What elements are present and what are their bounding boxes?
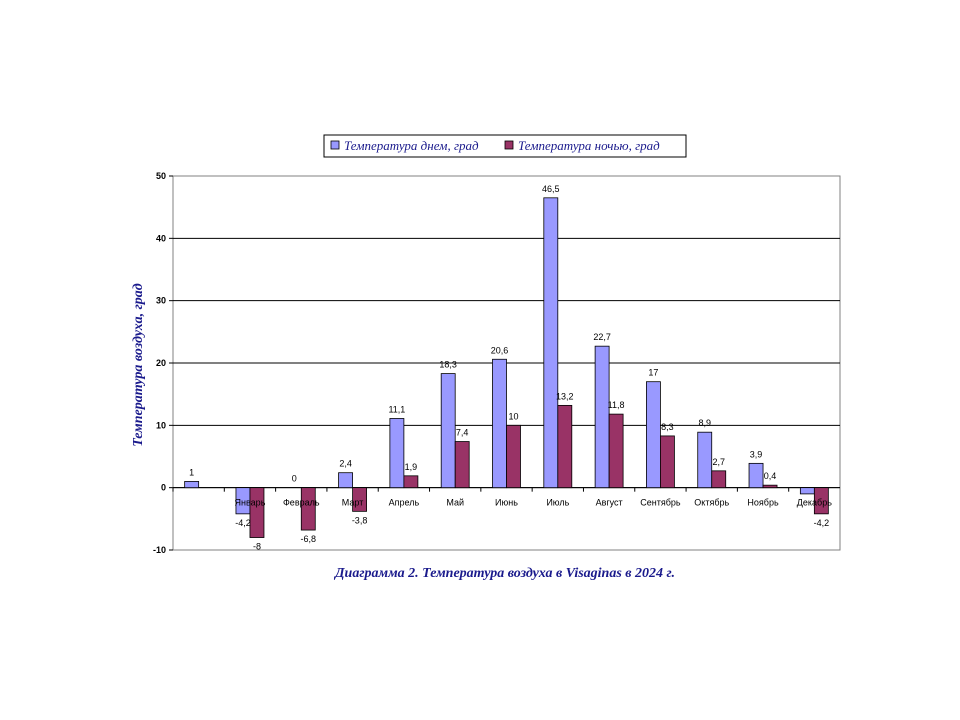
data-label: 0,4 xyxy=(764,471,777,481)
legend-swatch-day xyxy=(330,140,340,150)
chart-caption: Диаграмма 2. Температура воздуха в Visag… xyxy=(333,566,675,581)
category-label: Июнь xyxy=(495,498,518,508)
bar-day xyxy=(184,481,200,489)
data-label: 17 xyxy=(648,368,658,378)
category-label: Апрель xyxy=(389,498,420,508)
category-label: Февраль xyxy=(283,498,320,508)
data-label: 3,9 xyxy=(750,449,763,459)
data-label: 20,6 xyxy=(491,345,509,355)
category-label: Август xyxy=(596,498,623,508)
bar-night xyxy=(762,484,778,489)
bar-night xyxy=(711,470,727,489)
category-label: Март xyxy=(342,498,364,508)
y-tick-label: 0 xyxy=(161,483,166,493)
bar-day xyxy=(799,487,815,495)
bar-day xyxy=(748,462,764,489)
bar-day xyxy=(594,345,610,489)
bar-night xyxy=(660,435,675,489)
data-labels: 1 -4,2 -8 0 -6,8 2,4 -3,8 11,1 1,9 18,3 7,4 20,6 10 4… xyxy=(189,184,829,552)
data-label: 0 xyxy=(292,474,297,484)
y-tick-label: 40 xyxy=(156,233,166,243)
legend-label-day: Температура днем, град xyxy=(344,138,479,153)
legend-swatch-night xyxy=(504,140,514,150)
data-label: 46,5 xyxy=(542,184,560,194)
bar-day xyxy=(440,373,456,489)
bar-night xyxy=(454,441,470,489)
data-label: 22,7 xyxy=(593,332,611,342)
category-label: Сентябрь xyxy=(640,498,681,508)
y-tick-label: 20 xyxy=(156,358,166,368)
bar-day xyxy=(543,197,559,489)
bar-day xyxy=(338,472,353,489)
data-label: 2,7 xyxy=(712,457,725,467)
data-label: 18,3 xyxy=(439,360,457,370)
category-label: Июль xyxy=(546,498,569,508)
bar-night xyxy=(249,487,265,538)
category-label: Ноябрь xyxy=(747,498,779,508)
data-label: 1,9 xyxy=(405,462,418,472)
data-label: 8,3 xyxy=(661,422,674,432)
data-label: 10 xyxy=(508,411,518,421)
data-label: 13,2 xyxy=(556,391,574,401)
y-tick-label: -10 xyxy=(153,545,166,555)
bar-night xyxy=(300,487,316,531)
data-label: 1 xyxy=(189,467,194,477)
data-label: 7,4 xyxy=(456,428,469,438)
bar-day xyxy=(646,381,661,489)
data-label: 8,9 xyxy=(698,418,711,428)
bar-day xyxy=(697,431,713,489)
bar-night xyxy=(557,404,573,489)
category-labels: Январь Февраль Март Апрель Май Июнь Июль Август… xyxy=(235,498,833,508)
bar-day xyxy=(389,418,405,489)
data-label: 11,1 xyxy=(388,404,405,414)
data-label: 2,4 xyxy=(339,459,352,469)
category-label: Октябрь xyxy=(694,498,729,508)
bar-night xyxy=(506,424,521,489)
y-tick-label: 30 xyxy=(156,296,166,306)
data-label: -3,8 xyxy=(352,515,368,525)
bar-night xyxy=(608,413,624,489)
category-label: Январь xyxy=(235,498,266,508)
category-label: Май xyxy=(446,498,464,508)
data-label: -4,2 xyxy=(814,518,830,528)
bar-night xyxy=(352,487,367,512)
y-tick-label: 10 xyxy=(156,420,166,430)
bars xyxy=(184,197,829,538)
legend-label-night: Температура ночью, град xyxy=(518,138,660,153)
data-label: -8 xyxy=(253,542,261,552)
category-label: Декабрь xyxy=(797,498,832,508)
data-label: -4,2 xyxy=(235,518,251,528)
bar-night xyxy=(813,487,829,515)
bar-night xyxy=(403,475,419,489)
legend: Температура днем, град Температура ночью… xyxy=(323,134,687,158)
y-tick-label: 50 xyxy=(156,171,166,181)
bar-day xyxy=(492,358,507,489)
data-label: 11,8 xyxy=(608,400,625,410)
data-label: -6,8 xyxy=(301,534,317,544)
y-tick-labels: -10 0 10 20 30 40 50 xyxy=(153,171,166,555)
y-axis-title: Температура воздуха, град xyxy=(131,283,146,447)
